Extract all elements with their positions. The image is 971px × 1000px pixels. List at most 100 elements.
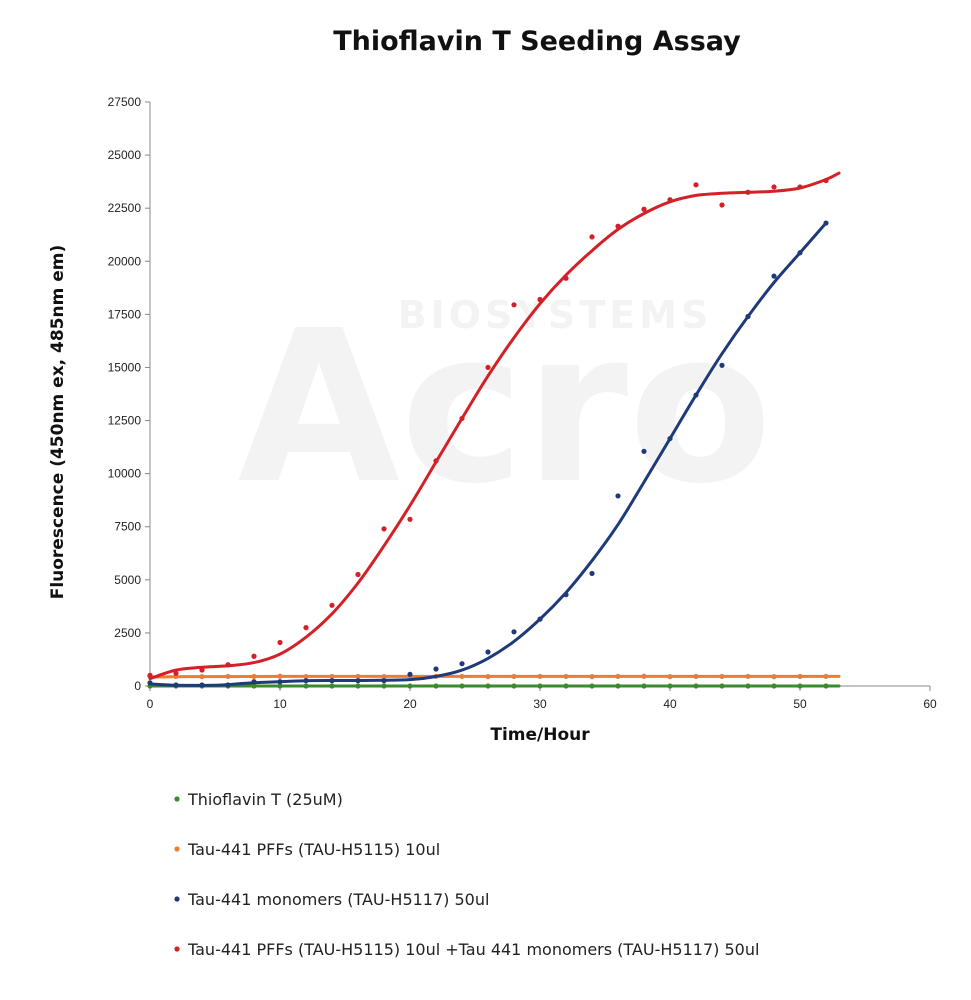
data-point: [381, 674, 387, 680]
legend-label: Tau-441 PFFs (TAU-H5115) 10ul: [187, 840, 440, 859]
legend-label: Tau-441 PFFs (TAU-H5115) 10ul +Tau 441 m…: [187, 940, 759, 959]
data-point: [251, 673, 257, 680]
data-point: [459, 683, 465, 689]
data-point: [355, 571, 361, 578]
data-point: [823, 673, 829, 680]
y-axis-title: Fluorescence (450nm ex, 485nm em): [48, 245, 68, 600]
y-tick-label: 22500: [108, 201, 142, 215]
data-point: [693, 392, 699, 398]
data-point: [251, 679, 257, 685]
data-point: [745, 683, 751, 689]
data-point: [589, 674, 595, 680]
data-point: [407, 683, 413, 689]
y-tick-label: 10000: [108, 467, 142, 481]
data-point: [355, 673, 361, 680]
data-point: [615, 493, 621, 499]
y-tick-label: 17500: [108, 307, 142, 321]
data-point: [589, 683, 595, 689]
x-tick-label: 0: [147, 697, 154, 711]
y-ticks: 0 2500 5000 7500 10000 12500 15000 17500 20000 22…: [108, 95, 150, 693]
data-point: [563, 673, 569, 680]
data-point: [563, 592, 569, 598]
data-point: [277, 683, 283, 689]
data-point: [303, 683, 309, 689]
data-point: [277, 679, 283, 685]
series-1: [147, 673, 841, 680]
data-point: [199, 674, 205, 680]
data-point: [485, 364, 491, 371]
x-tick-label: 40: [663, 697, 677, 711]
data-point: [537, 673, 543, 680]
data-point: [433, 666, 439, 672]
data-point: [563, 275, 569, 281]
data-point: [563, 683, 569, 689]
data-point: [797, 683, 803, 689]
data-point: [693, 683, 699, 689]
chart-title: Thioflavin T Seeding Assay: [333, 26, 741, 57]
data-point: [745, 313, 751, 320]
data-point: [719, 202, 725, 208]
y-tick-label: 20000: [108, 254, 142, 268]
data-point: [277, 673, 283, 679]
data-point: [797, 250, 803, 256]
legend-marker: [174, 796, 180, 802]
data-point: [277, 639, 283, 646]
data-point: [147, 672, 153, 678]
data-point: [355, 683, 361, 689]
data-point: [329, 678, 335, 684]
data-point: [823, 177, 829, 184]
data-point: [407, 671, 413, 677]
data-point: [225, 662, 231, 668]
data-point: [641, 448, 647, 454]
legend-item: Tau-441 PFFs (TAU-H5115) 10ul: [174, 840, 440, 859]
data-point: [511, 302, 517, 308]
data-point: [719, 673, 725, 680]
legend-marker: [174, 846, 180, 852]
data-point: [303, 674, 309, 680]
data-point: [381, 683, 387, 689]
data-point: [719, 683, 725, 689]
data-point: [329, 683, 335, 689]
y-tick-label: 12500: [108, 414, 142, 428]
data-point: [433, 683, 439, 689]
data-point: [823, 683, 829, 689]
data-point: [771, 273, 777, 279]
y-tick-label: 5000: [114, 573, 141, 587]
watermark-small-text: BIOSYSTEMS: [398, 293, 713, 337]
x-tick-label: 30: [533, 697, 547, 711]
legend-marker: [174, 896, 180, 902]
data-point: [199, 682, 205, 688]
data-point: [459, 673, 465, 680]
data-point: [173, 670, 179, 676]
data-point: [771, 674, 777, 680]
legend-marker: [174, 946, 180, 952]
legend: Thioflavin T (25uM) Tau-441 PFFs (TAU-H51…: [174, 790, 759, 959]
legend-item: Tau-441 PFFs (TAU-H5115) 10ul +Tau 441 m…: [174, 940, 759, 959]
data-point: [433, 458, 439, 464]
data-point: [303, 625, 309, 631]
data-point: [511, 683, 517, 689]
data-point: [615, 223, 621, 229]
data-point: [641, 683, 647, 689]
x-tick-label: 10: [273, 697, 287, 711]
data-point: [303, 678, 309, 684]
x-tick-label: 60: [923, 697, 937, 711]
y-tick-label: 2500: [114, 626, 141, 640]
data-point: [329, 602, 335, 608]
y-tick-label: 27500: [108, 95, 142, 109]
data-point: [667, 683, 673, 689]
data-point: [381, 678, 387, 684]
data-point: [615, 683, 621, 689]
data-point: [511, 629, 517, 635]
data-point: [745, 673, 751, 680]
data-point: [225, 682, 231, 688]
x-ticks: 0 10 20 30 40 50 60: [147, 686, 937, 711]
data-point: [771, 683, 777, 689]
x-tick-label: 50: [793, 697, 807, 711]
data-point: [719, 362, 725, 368]
data-point: [407, 516, 413, 522]
data-point: [537, 616, 543, 622]
data-point: [537, 683, 543, 689]
legend-label: Thioflavin T (25uM): [187, 790, 343, 809]
series-2: [147, 220, 829, 688]
